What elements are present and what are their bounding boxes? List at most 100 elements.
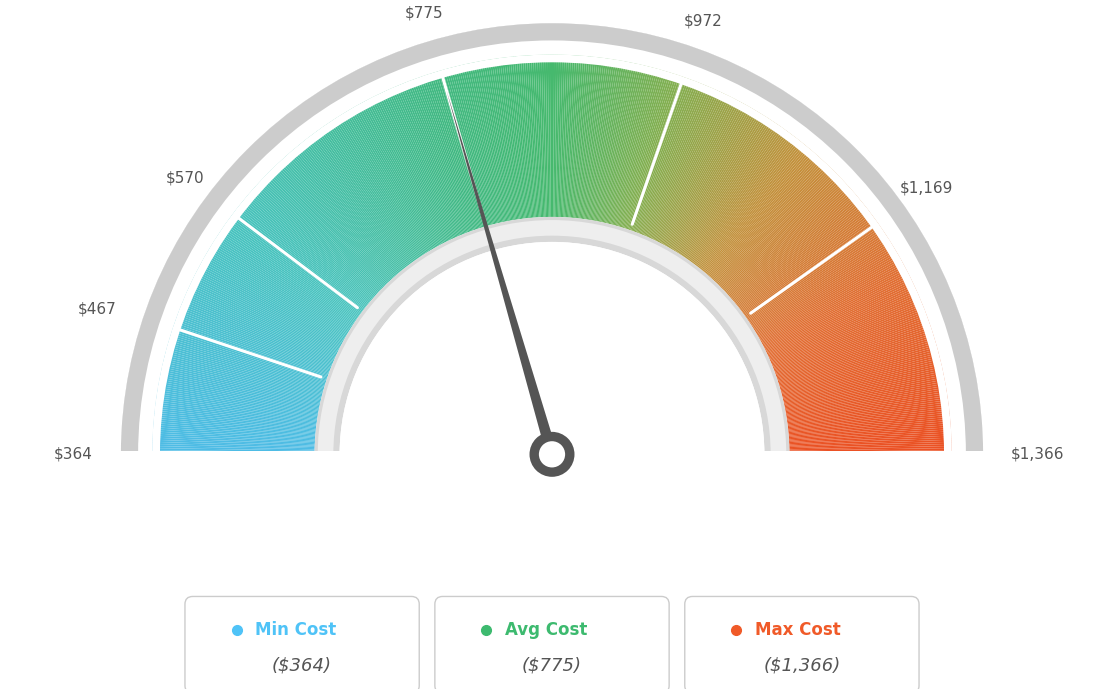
Wedge shape — [322, 126, 416, 260]
Wedge shape — [264, 176, 382, 290]
Wedge shape — [191, 280, 338, 352]
Wedge shape — [178, 311, 330, 371]
Wedge shape — [661, 99, 737, 244]
Wedge shape — [689, 127, 784, 261]
Wedge shape — [764, 273, 910, 348]
Wedge shape — [527, 55, 539, 217]
Wedge shape — [665, 102, 743, 246]
Wedge shape — [788, 421, 951, 435]
Wedge shape — [700, 141, 802, 269]
Wedge shape — [173, 323, 328, 377]
Wedge shape — [783, 359, 941, 399]
Wedge shape — [155, 404, 317, 426]
Wedge shape — [156, 398, 317, 422]
Wedge shape — [401, 83, 464, 235]
Wedge shape — [326, 124, 418, 259]
Wedge shape — [757, 253, 899, 335]
Wedge shape — [318, 220, 786, 454]
Wedge shape — [184, 295, 335, 361]
Wedge shape — [750, 233, 887, 324]
Wedge shape — [243, 199, 369, 304]
Wedge shape — [548, 55, 551, 217]
Wedge shape — [581, 57, 602, 219]
Wedge shape — [296, 146, 401, 272]
Wedge shape — [789, 450, 952, 453]
Wedge shape — [538, 55, 544, 217]
Wedge shape — [210, 246, 350, 331]
Wedge shape — [645, 86, 711, 237]
Wedge shape — [156, 402, 317, 424]
Wedge shape — [624, 73, 676, 228]
Wedge shape — [491, 59, 518, 219]
Wedge shape — [183, 297, 333, 362]
Wedge shape — [274, 166, 388, 284]
Wedge shape — [269, 170, 385, 286]
Wedge shape — [578, 57, 598, 219]
Wedge shape — [382, 92, 452, 239]
Text: $364: $364 — [54, 447, 93, 462]
Wedge shape — [211, 244, 350, 331]
Wedge shape — [153, 419, 316, 435]
Wedge shape — [152, 442, 315, 448]
Wedge shape — [635, 79, 693, 233]
Wedge shape — [156, 396, 317, 421]
Wedge shape — [644, 86, 709, 236]
Wedge shape — [380, 92, 450, 240]
Wedge shape — [591, 60, 618, 220]
Wedge shape — [787, 398, 948, 422]
Wedge shape — [481, 61, 511, 221]
Wedge shape — [168, 341, 325, 388]
Wedge shape — [756, 250, 898, 335]
Wedge shape — [736, 203, 864, 306]
Wedge shape — [656, 95, 728, 241]
Wedge shape — [316, 131, 413, 263]
Wedge shape — [314, 132, 412, 264]
Wedge shape — [643, 85, 707, 235]
Wedge shape — [148, 50, 956, 454]
Wedge shape — [169, 337, 325, 386]
Wedge shape — [782, 353, 940, 395]
Wedge shape — [768, 290, 917, 358]
Wedge shape — [564, 55, 575, 217]
Wedge shape — [202, 260, 344, 340]
Text: Avg Cost: Avg Cost — [506, 621, 587, 639]
Wedge shape — [340, 242, 764, 454]
Text: ($1,366): ($1,366) — [763, 656, 840, 674]
Wedge shape — [742, 215, 873, 313]
Wedge shape — [224, 224, 358, 319]
Wedge shape — [443, 69, 488, 226]
Wedge shape — [762, 266, 905, 343]
Wedge shape — [633, 78, 689, 231]
Wedge shape — [694, 135, 794, 265]
Wedge shape — [713, 160, 825, 280]
Wedge shape — [590, 59, 617, 220]
FancyBboxPatch shape — [684, 596, 919, 690]
Wedge shape — [275, 164, 389, 283]
Wedge shape — [435, 72, 484, 228]
Wedge shape — [657, 95, 730, 242]
Wedge shape — [372, 96, 446, 242]
Wedge shape — [716, 166, 830, 284]
Wedge shape — [649, 90, 719, 239]
Wedge shape — [788, 408, 949, 428]
Wedge shape — [570, 56, 583, 217]
Wedge shape — [667, 104, 746, 247]
Wedge shape — [155, 406, 317, 427]
Wedge shape — [614, 68, 658, 226]
Wedge shape — [622, 72, 671, 228]
Wedge shape — [787, 400, 948, 424]
Wedge shape — [630, 77, 686, 230]
Wedge shape — [741, 213, 872, 312]
Wedge shape — [786, 388, 946, 416]
Wedge shape — [777, 327, 932, 380]
Wedge shape — [660, 98, 735, 244]
Wedge shape — [195, 271, 341, 346]
Wedge shape — [768, 292, 919, 359]
Wedge shape — [718, 167, 831, 285]
Wedge shape — [631, 77, 688, 231]
Wedge shape — [593, 61, 623, 221]
Wedge shape — [225, 223, 359, 318]
Wedge shape — [688, 126, 782, 260]
Wedge shape — [185, 292, 336, 359]
Wedge shape — [671, 109, 755, 250]
